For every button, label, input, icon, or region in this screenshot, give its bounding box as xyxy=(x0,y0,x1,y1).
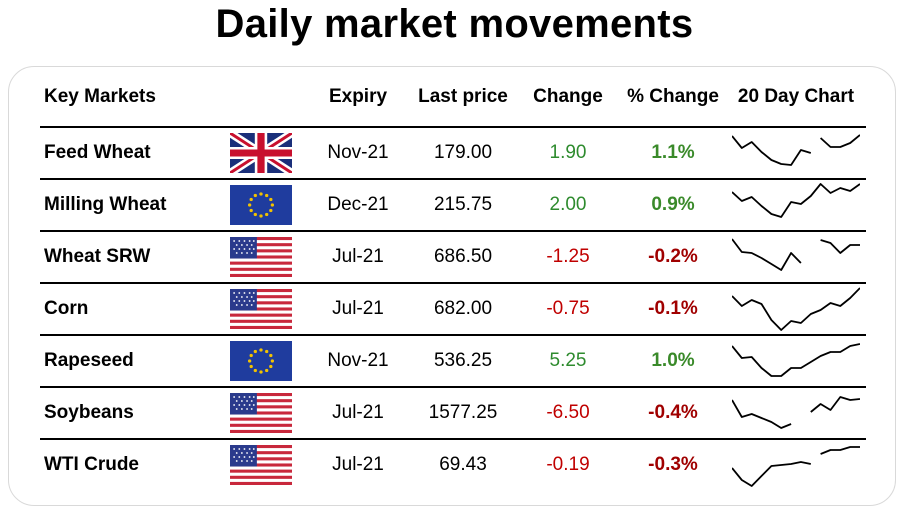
table-row: WTI Crude Jul-21 69.43 -0.19 -0.3% xyxy=(0,440,909,490)
sparkline-chart xyxy=(732,287,860,331)
sparkline-series xyxy=(820,446,860,455)
sparkline-series xyxy=(732,238,802,271)
last-price-value: 686.50 xyxy=(433,246,493,267)
table-row: Soybeans Jul-21 1577.25 -6.50 -0.4% xyxy=(0,388,909,438)
last-price-value: 536.25 xyxy=(433,350,493,371)
sparkline-chart xyxy=(732,134,860,166)
sparkline-chart xyxy=(732,343,860,377)
change-value: 5.25 xyxy=(549,350,587,371)
table-row: Corn Jul-21 682.00 -0.75 -0.1% xyxy=(0,284,909,334)
pct-change-value: 1.1% xyxy=(651,142,695,163)
header-change: Change xyxy=(533,86,603,107)
market-name: WTI Crude xyxy=(44,454,139,475)
us-flag-icon xyxy=(230,445,292,485)
expiry-value: Jul-21 xyxy=(332,246,384,267)
sparkline-chart xyxy=(732,238,860,271)
row-divider xyxy=(40,386,866,388)
row-divider xyxy=(40,230,866,232)
row-divider xyxy=(40,178,866,180)
pct-change-value: -0.1% xyxy=(648,298,698,319)
row-divider xyxy=(40,126,866,128)
last-price-value: 69.43 xyxy=(439,454,487,475)
expiry-value: Dec-21 xyxy=(327,194,389,215)
market-name: Rapeseed xyxy=(44,350,134,371)
sparkline-chart xyxy=(732,183,860,218)
sparkline-chart xyxy=(732,446,860,487)
row-divider xyxy=(40,438,866,440)
last-price-value: 682.00 xyxy=(433,298,493,319)
last-price-value: 215.75 xyxy=(433,194,493,215)
page-title: Daily market movements xyxy=(215,2,694,46)
sparkline-series xyxy=(810,396,860,413)
last-price-value: 179.00 xyxy=(433,142,493,163)
table-row: Milling Wheat Dec-21 215.75 2.00 0.9% xyxy=(0,180,909,230)
change-value: -0.75 xyxy=(546,298,590,319)
sparkline-series xyxy=(732,287,860,331)
market-name: Corn xyxy=(44,298,89,319)
sparkline-chart xyxy=(732,396,860,429)
table-row: Wheat SRW Jul-21 686.50 -1.25 -0.2% xyxy=(0,232,909,282)
expiry-value: Nov-21 xyxy=(327,350,389,371)
eu-flag-icon xyxy=(230,185,292,225)
pct-change-value: -0.2% xyxy=(648,246,698,267)
pct-change-value: 0.9% xyxy=(651,194,695,215)
sparkline-series xyxy=(732,183,860,218)
change-value: -0.19 xyxy=(546,454,590,475)
table-row: Rapeseed Nov-21 536.25 5.25 1.0% xyxy=(0,336,909,386)
sparkline-series xyxy=(732,135,812,166)
row-divider xyxy=(40,282,866,284)
pct-change-value: -0.3% xyxy=(648,454,698,475)
pct-change-value: 1.0% xyxy=(651,350,695,371)
market-table-card xyxy=(8,66,896,506)
sparkline-series xyxy=(732,399,792,429)
market-name: Feed Wheat xyxy=(44,142,151,163)
pct-change-value: -0.4% xyxy=(648,402,698,423)
expiry-value: Nov-21 xyxy=(327,142,389,163)
expiry-value: Jul-21 xyxy=(332,454,384,475)
header-20-day-chart: 20 Day Chart xyxy=(737,86,855,107)
expiry-value: Jul-21 xyxy=(332,298,384,319)
change-value: -1.25 xyxy=(546,246,590,267)
eu-flag-icon xyxy=(230,341,292,381)
sparkline-series xyxy=(732,461,811,487)
row-divider xyxy=(40,334,866,336)
market-name: Wheat SRW xyxy=(44,246,151,267)
header-markets: Key Markets xyxy=(44,86,156,107)
us-flag-icon xyxy=(230,393,292,433)
change-value: 2.00 xyxy=(549,194,587,215)
table-row: Feed Wheat Nov-21 179.00 1.90 1.1% xyxy=(0,128,909,178)
market-name: Soybeans xyxy=(44,402,134,423)
header-expiry: Expiry xyxy=(328,86,388,107)
change-value: 1.90 xyxy=(549,142,587,163)
sparkline-series xyxy=(732,343,860,377)
us-flag-icon xyxy=(230,237,292,277)
market-name: Milling Wheat xyxy=(44,194,167,215)
change-value: -6.50 xyxy=(546,402,590,423)
sparkline-series xyxy=(819,134,860,148)
header-last-price: Last price xyxy=(418,86,508,107)
last-price-value: 1577.25 xyxy=(428,402,498,423)
us-flag-icon xyxy=(230,289,292,329)
header-pct-change: % Change xyxy=(627,86,719,107)
expiry-value: Jul-21 xyxy=(332,402,384,423)
sparkline-series xyxy=(820,239,860,254)
uk-flag-icon xyxy=(227,129,295,177)
